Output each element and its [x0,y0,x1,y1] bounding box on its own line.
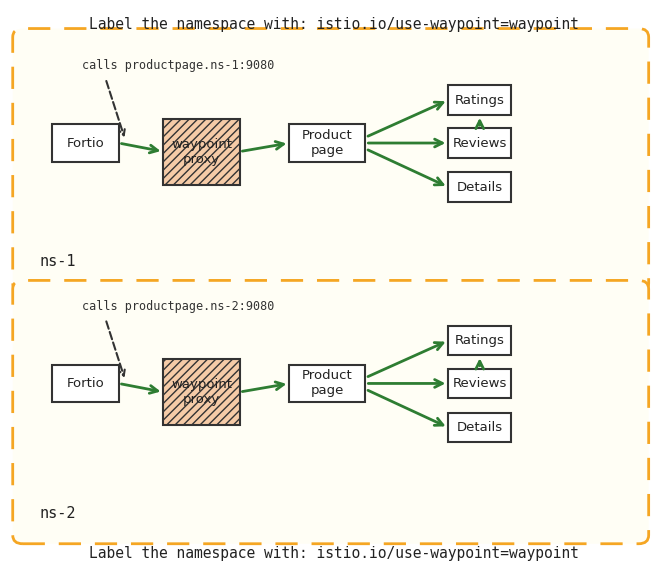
Text: Details: Details [457,421,503,434]
Text: waypoint
proxy: waypoint proxy [171,378,232,406]
FancyBboxPatch shape [164,118,240,184]
Text: ns-1: ns-1 [39,254,75,269]
FancyBboxPatch shape [448,325,511,355]
Text: Label the namespace with: istio.io/use-waypoint=waypoint: Label the namespace with: istio.io/use-w… [89,17,579,32]
Text: Fortio: Fortio [67,377,104,390]
FancyBboxPatch shape [448,128,511,158]
Text: Label the namespace with: istio.io/use-waypoint=waypoint: Label the namespace with: istio.io/use-w… [89,546,579,561]
Text: ns-2: ns-2 [39,506,75,521]
FancyBboxPatch shape [13,28,649,292]
FancyBboxPatch shape [448,413,511,442]
Text: Product
page: Product page [302,369,353,398]
FancyBboxPatch shape [164,359,240,425]
FancyBboxPatch shape [448,369,511,398]
FancyBboxPatch shape [448,85,511,115]
Text: Details: Details [457,180,503,194]
Text: waypoint
proxy: waypoint proxy [171,138,232,166]
FancyBboxPatch shape [53,365,119,402]
FancyBboxPatch shape [289,124,365,162]
Text: Ratings: Ratings [455,94,505,106]
Text: Reviews: Reviews [452,136,507,150]
FancyBboxPatch shape [289,365,365,402]
Text: calls productpage.ns-1:9080: calls productpage.ns-1:9080 [82,60,275,72]
FancyBboxPatch shape [13,280,649,544]
Text: Ratings: Ratings [455,334,505,347]
Text: Reviews: Reviews [452,377,507,390]
FancyBboxPatch shape [448,172,511,202]
Text: Product
page: Product page [302,129,353,157]
FancyBboxPatch shape [53,124,119,162]
Text: calls productpage.ns-2:9080: calls productpage.ns-2:9080 [82,299,275,313]
Text: Fortio: Fortio [67,136,104,150]
